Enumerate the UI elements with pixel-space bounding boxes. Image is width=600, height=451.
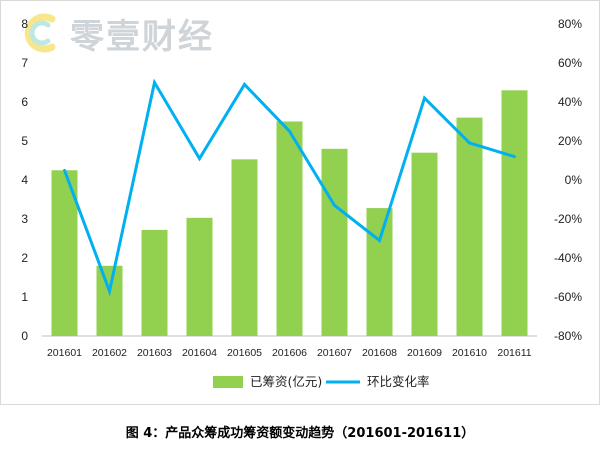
line-point-201603 xyxy=(153,81,156,84)
x-tick-label: 201610 xyxy=(452,347,487,359)
x-tick-label: 201605 xyxy=(227,347,262,359)
line-point-201610 xyxy=(468,141,471,145)
x-tick-label: 201606 xyxy=(272,347,307,359)
bar-201611 xyxy=(501,90,528,336)
x-tick-label: 201603 xyxy=(137,347,172,359)
left-tick-label: 7 xyxy=(21,56,28,70)
left-tick-label: 8 xyxy=(21,17,28,31)
legend-label-line: 环比变化率 xyxy=(367,374,430,389)
line-point-201608 xyxy=(378,239,381,242)
left-tick-label: 0 xyxy=(21,329,28,343)
x-tick-label: 201607 xyxy=(317,347,352,359)
right-axis: -80% -60% -40% -20% 0% 20% 40% 60% 80% xyxy=(554,17,582,343)
line-point-201605 xyxy=(243,83,246,86)
combo-chart: 0 1 2 3 4 5 6 7 8 -80% -60% -40% -20% 0% 20% 40% 60% 80%… xyxy=(21,17,582,389)
right-tick-label: 80% xyxy=(558,17,582,31)
bar-201603 xyxy=(141,229,168,336)
x-axis: 201601 201602 201603 201604 201605 201606 2016… xyxy=(47,347,532,359)
x-tick-label: 201602 xyxy=(92,347,127,359)
right-tick-label: -80% xyxy=(554,329,582,343)
logo-icon xyxy=(24,13,56,53)
right-tick-label: 60% xyxy=(558,56,582,70)
left-tick-label: 3 xyxy=(21,212,28,226)
left-tick-label: 5 xyxy=(21,134,28,148)
right-tick-label: -60% xyxy=(554,290,582,304)
x-tick-label: 201611 xyxy=(497,347,531,359)
line-point-201604 xyxy=(198,157,201,160)
line-point-201606 xyxy=(288,129,291,133)
line-point-201601 xyxy=(63,168,66,172)
bar-201608 xyxy=(366,208,393,336)
legend-label-bar: 已筹资(亿元) xyxy=(250,374,322,389)
left-tick-label: 2 xyxy=(21,251,28,265)
legend: 已筹资(亿元) 环比变化率 xyxy=(213,374,430,389)
bar-201610 xyxy=(456,117,483,336)
watermark-logo: 零壹财经 xyxy=(22,8,214,58)
bar-201604 xyxy=(186,217,213,336)
line-point-201602 xyxy=(108,289,111,293)
left-axis: 0 1 2 3 4 5 6 7 8 xyxy=(21,17,28,343)
right-tick-label: 0% xyxy=(565,173,583,187)
figure-caption: 图 4：产品众筹成功筹资额变动趋势（201601-201611） xyxy=(125,426,475,441)
x-tick-label: 201604 xyxy=(182,347,217,359)
left-tick-label: 1 xyxy=(21,290,28,304)
line-point-201611 xyxy=(513,155,516,159)
legend-swatch-bar xyxy=(213,376,243,388)
left-tick-label: 6 xyxy=(21,95,28,109)
line-point-201607 xyxy=(333,203,336,207)
bar-201607 xyxy=(321,148,348,336)
line-point-201609 xyxy=(423,96,426,100)
right-tick-label: -20% xyxy=(554,212,582,226)
watermark-text: 零壹财经 xyxy=(70,16,214,57)
left-tick-label: 4 xyxy=(21,173,28,187)
right-tick-label: 20% xyxy=(558,134,582,148)
x-tick-label: 201609 xyxy=(407,347,442,359)
right-tick-label: -40% xyxy=(554,251,582,265)
plot-area xyxy=(42,78,537,337)
bar-201609 xyxy=(411,152,438,336)
bar-201605 xyxy=(231,159,258,336)
x-tick-label: 201601 xyxy=(47,347,82,359)
x-tick-label: 201608 xyxy=(362,347,397,359)
right-tick-label: 40% xyxy=(558,95,582,109)
bar-201602 xyxy=(96,265,123,336)
bar-201601 xyxy=(51,170,78,336)
bar-201606 xyxy=(276,121,303,336)
